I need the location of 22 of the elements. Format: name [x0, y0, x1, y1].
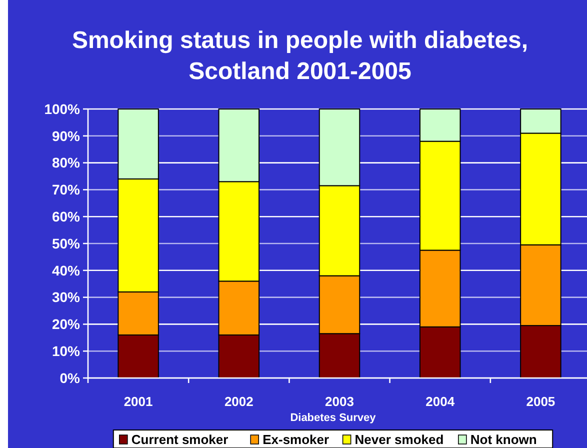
- y-tick-label: 50%: [52, 235, 81, 252]
- y-tick-label: 10%: [52, 343, 81, 359]
- y-tick-label: 40%: [52, 262, 81, 278]
- y-tick-label: 70%: [52, 182, 81, 198]
- x-tick-label: 2003: [325, 394, 354, 409]
- y-tick-label: 30%: [52, 289, 81, 306]
- x-tick-label: 2004: [426, 394, 456, 409]
- y-tick-label: 80%: [52, 154, 81, 171]
- y-tick-label: 90%: [52, 128, 81, 144]
- y-tick-label: 20%: [52, 316, 81, 332]
- legend-label: Not known: [470, 432, 537, 447]
- chart-title: Smoking status in people with diabetes, Scotland 2001-2005: [72, 27, 528, 85]
- x-axis-title: Diabetes Survey: [290, 412, 377, 424]
- legend-label: Never smoked: [354, 432, 444, 447]
- y-tick-label: 60%: [52, 208, 81, 224]
- y-tick-label: 100%: [44, 100, 81, 117]
- y-tick-label: 0%: [60, 370, 81, 386]
- legend-label: Current smoker: [131, 432, 228, 447]
- x-tick-label: 2001: [124, 394, 153, 409]
- x-tick-label: 2005: [526, 394, 556, 409]
- legend-label: Ex-smoker: [262, 432, 330, 447]
- x-tick-label: 2002: [224, 394, 254, 409]
